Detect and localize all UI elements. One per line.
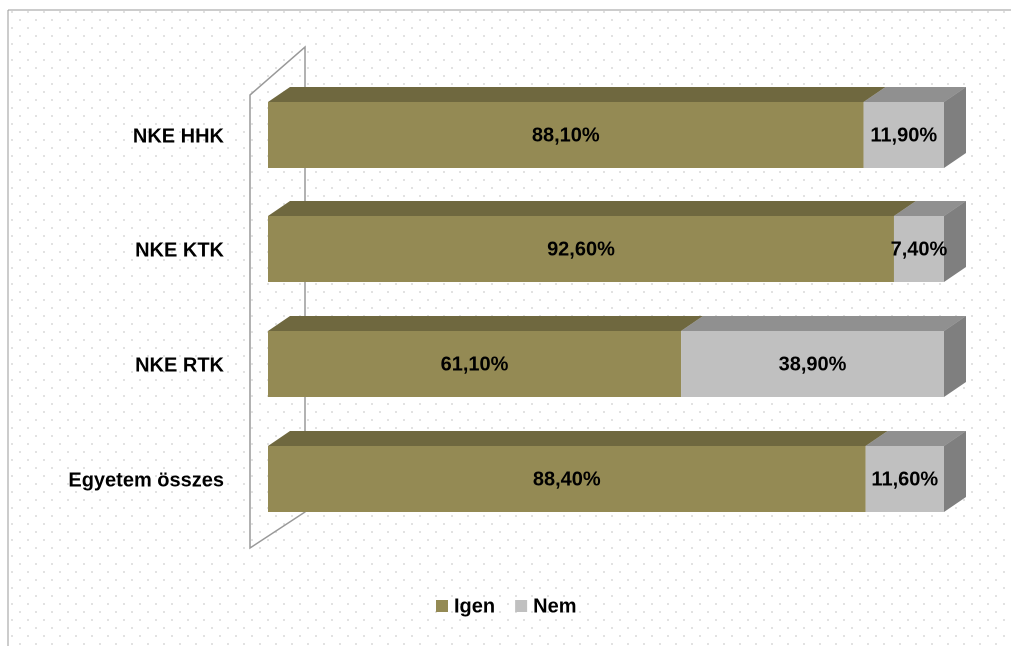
data-label: 88,10%	[532, 124, 600, 146]
bar-front	[865, 446, 944, 512]
bar-top	[268, 431, 888, 446]
data-label: 11,90%	[870, 124, 937, 146]
data-label: 61,10%	[441, 353, 509, 375]
bar-top	[268, 201, 916, 216]
bar-front	[681, 331, 944, 397]
category-label: NKE KTK	[135, 239, 224, 261]
bar-side	[944, 201, 966, 282]
bar-top	[268, 87, 886, 102]
data-label: 92,60%	[547, 238, 615, 260]
bar-front	[863, 102, 944, 168]
bar-segment	[893, 201, 966, 282]
bar-segment	[268, 87, 886, 168]
bar-front	[268, 216, 894, 282]
bar-front	[268, 102, 864, 168]
bar-side	[944, 316, 966, 397]
data-label: 88,40%	[533, 468, 601, 490]
bar-side	[944, 431, 966, 512]
bar-segment	[681, 316, 966, 397]
data-label: 11,60%	[871, 468, 938, 490]
bar-segment	[863, 87, 966, 168]
legend-swatch	[515, 600, 528, 612]
legend-label: Igen	[454, 595, 495, 617]
data-label: 38,90%	[779, 353, 847, 375]
category-label: NKE HHK	[133, 125, 225, 147]
legend-swatch	[436, 600, 448, 612]
bar-segment	[268, 431, 888, 512]
data-label: 7,40%	[891, 238, 948, 260]
category-label: NKE RTK	[135, 354, 224, 376]
bar-segment	[268, 201, 916, 282]
legend-label: Nem	[533, 595, 576, 617]
bar-front	[268, 446, 866, 512]
bar-top	[681, 316, 966, 331]
bar-top	[268, 316, 704, 331]
bar-segment	[268, 316, 704, 397]
bar-top	[865, 431, 966, 446]
bar-segment	[865, 431, 966, 512]
bar-top	[893, 201, 966, 216]
category-label: Egyetem összes	[68, 469, 224, 491]
bar-front	[268, 331, 682, 397]
bar-top	[863, 87, 966, 102]
bar-front	[893, 216, 944, 282]
bar-side	[944, 87, 966, 168]
